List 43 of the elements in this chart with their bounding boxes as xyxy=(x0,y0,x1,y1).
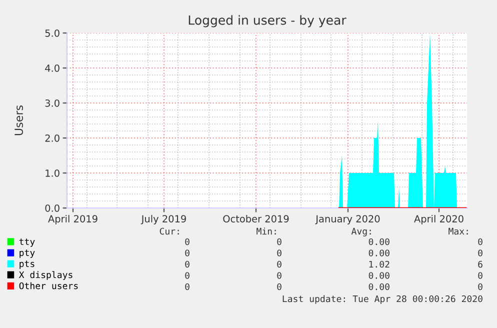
legend-label: X displays xyxy=(18,271,72,280)
text: 0 xyxy=(185,260,190,268)
text: 0 xyxy=(277,238,282,246)
text: Cur: xyxy=(160,228,179,235)
text: 0.00 xyxy=(368,272,390,279)
y-tick-label: 1.0 xyxy=(46,169,60,177)
y-tick-label: 2.0 xyxy=(45,134,60,142)
x-tick-label: January 2020 xyxy=(315,215,380,224)
text: 0 xyxy=(277,250,282,256)
text: 0.00 xyxy=(368,250,390,256)
text: 0.00 xyxy=(368,283,390,290)
legend-label: pts xyxy=(20,260,34,269)
text: 0 xyxy=(277,272,282,279)
text: 6 xyxy=(478,260,482,268)
x-tick-label: April 2019 xyxy=(48,214,98,224)
text: 0 xyxy=(277,283,282,290)
y-axis-title: Users xyxy=(14,105,23,136)
text: 0.00 xyxy=(368,238,390,246)
text: 0 xyxy=(185,238,190,246)
y-tick-label: 3.0 xyxy=(45,99,60,107)
legend-label: Other users xyxy=(19,282,78,290)
text: Max: xyxy=(448,228,468,235)
text: 0 xyxy=(478,250,482,256)
text: 0 xyxy=(478,272,482,279)
text: 1.02 xyxy=(369,260,390,268)
x-tick-label: July 2019 xyxy=(140,214,186,224)
x-tick-label: April 2020 xyxy=(414,214,464,224)
text: 0 xyxy=(185,272,190,279)
y-tick-label: 5.0 xyxy=(45,29,60,37)
text: Last update: Tue Apr 28 00:00:26 2020 xyxy=(282,295,482,304)
text: Avg: xyxy=(351,228,371,236)
legend-label: pty xyxy=(20,250,35,258)
text: Min: xyxy=(256,228,276,235)
text: 0 xyxy=(277,260,282,268)
y-tick-label: 0.0 xyxy=(45,204,60,212)
text: 0 xyxy=(185,283,190,290)
x-tick-label: October 2019 xyxy=(223,214,289,222)
text: 0 xyxy=(185,250,190,256)
legend-label: tty xyxy=(19,238,35,247)
text: 0 xyxy=(478,283,482,290)
chart-title: Logged in users - by year xyxy=(188,15,346,28)
text: 0 xyxy=(478,238,482,246)
y-tick-label: 4.0 xyxy=(45,64,60,72)
